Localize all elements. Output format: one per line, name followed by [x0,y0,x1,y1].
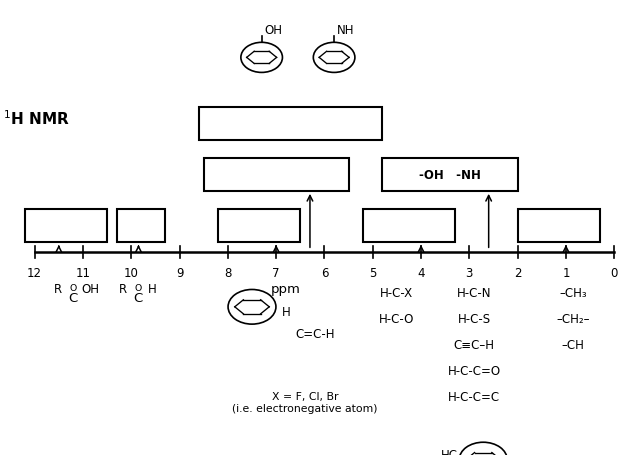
Text: 11: 11 [76,267,91,280]
Text: H-C-X: H-C-X [381,287,413,300]
Text: 9: 9 [176,267,183,280]
Text: ppm: ppm [271,282,301,295]
Bar [518,210,600,243]
Text: –CH₃: –CH₃ [559,287,587,300]
Text: H: H [148,282,157,295]
Text: H-C-S: H-C-S [457,313,491,326]
Text: –CH₂–: –CH₂– [556,313,590,326]
Bar [199,108,382,141]
Bar [203,159,348,192]
Text: 0: 0 [610,267,618,280]
Text: C≡C–H: C≡C–H [454,339,495,352]
Text: OH: OH [265,24,283,37]
Text: -OH   -NH: -OH -NH [419,169,481,182]
Text: OH: OH [81,282,100,295]
Text: –CH: –CH [562,339,585,352]
Bar [25,210,107,243]
Text: H-C-C=C: H-C-C=C [448,390,500,404]
Text: 2: 2 [514,267,522,280]
Text: HC: HC [441,449,458,455]
Text: R: R [54,282,62,295]
Text: X = F, Cl, Br
(i.e. electronegative atom): X = F, Cl, Br (i.e. electronegative atom… [232,391,378,413]
Text: H: H [282,305,291,318]
Text: 6: 6 [321,267,328,280]
Text: $\mathregular{\overset{O}{\underset{}{C}}}$: $\mathregular{\overset{O}{\underset{}{C}… [68,282,79,303]
Text: 10: 10 [124,267,139,280]
Text: 12: 12 [27,267,42,280]
Bar [382,159,518,192]
Text: 8: 8 [224,267,232,280]
Text: H-C-C=O: H-C-C=O [448,364,501,378]
Text: R: R [118,282,127,295]
Bar [363,210,455,243]
Text: 4: 4 [417,267,425,280]
Bar [218,210,301,243]
Text: 3: 3 [466,267,473,280]
Text: C=C-H: C=C-H [295,328,335,341]
Text: $^1$H NMR: $^1$H NMR [3,109,70,128]
Text: $\mathregular{\overset{O}{\underset{}{C}}}$: $\mathregular{\overset{O}{\underset{}{C}… [133,282,144,303]
Text: 7: 7 [272,267,280,280]
Bar [117,210,165,243]
Text: H-C-N: H-C-N [457,287,491,300]
Text: 1: 1 [562,267,570,280]
Text: NH: NH [337,24,355,37]
Text: 5: 5 [369,267,377,280]
Text: H-C-O: H-C-O [379,313,415,326]
